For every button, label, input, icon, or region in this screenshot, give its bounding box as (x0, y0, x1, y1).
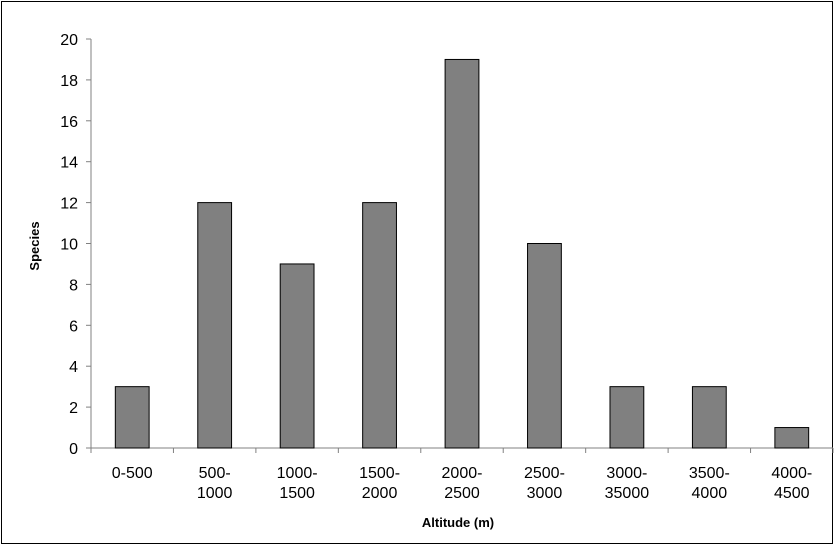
bar-8 (774, 427, 810, 449)
x-category-label: 2500- 3000 (524, 465, 565, 502)
x-category-label-line: 35000 (605, 485, 650, 502)
x-category-label-line: 1500 (279, 485, 315, 502)
x-category-label-line: 3000- (606, 465, 647, 482)
x-category-label: 1500- 2000 (359, 465, 400, 502)
bar-3 (362, 202, 397, 449)
bar-4 (444, 58, 480, 449)
y-tick-label: 20 (60, 32, 78, 49)
bar-6 (609, 386, 645, 449)
x-category-label-line: 4000- (771, 465, 812, 482)
bar-1 (197, 202, 233, 449)
y-tick-label: 8 (69, 277, 78, 294)
y-tick-label: 10 (60, 237, 78, 254)
x-category-label-line: 2500- (524, 465, 565, 482)
x-category-label-line: 1500- (359, 465, 400, 482)
bar-0 (114, 386, 150, 449)
y-tick-label: 12 (60, 196, 78, 213)
x-category-label: 3000- 35000 (605, 465, 650, 502)
x-category-label: 0-500 (112, 465, 153, 482)
x-category-label-line: 1000 (197, 485, 233, 502)
x-category-label-line: 3000 (527, 485, 563, 502)
y-tick-label: 16 (60, 114, 78, 131)
x-category-label: 3500- 4000 (689, 465, 730, 502)
x-category-label-line: 1000- (277, 465, 318, 482)
y-tick-label: 0 (69, 441, 78, 458)
x-category-label-line: 0-500 (112, 465, 153, 482)
x-category-label: 500- 1000 (197, 465, 233, 502)
x-category-label: 1000- 1500 (277, 465, 318, 502)
x-category-label-line: 2000- (442, 465, 483, 482)
x-axis-title: Altitude (m) (422, 515, 494, 530)
bars (114, 58, 810, 449)
x-category-label-line: 3500- (689, 465, 730, 482)
x-category-label-line: 4000 (692, 485, 728, 502)
y-tick-label: 14 (60, 155, 78, 172)
y-axis: 0 2 4 6 8 10 12 14 16 18 20 (60, 32, 92, 458)
x-axis: 0-500 500- 1000 1000- 1500 1500- 2000 2000- 2500… (90, 447, 834, 502)
x-category-label: 2000- 2500 (442, 465, 483, 502)
x-category-label-line: 500- (199, 465, 231, 482)
y-tick-label: 6 (69, 318, 78, 335)
y-axis-title: Species (27, 221, 42, 270)
bar-2 (279, 263, 315, 449)
x-category-label-line: 2000 (362, 485, 398, 502)
x-category-label-line: 2500 (444, 485, 480, 502)
bar-5 (527, 243, 562, 449)
bar-7 (691, 386, 727, 449)
y-tick-label: 4 (69, 359, 78, 376)
y-tick-label: 2 (69, 400, 78, 417)
x-category-label: 4000- 4500 (771, 465, 812, 502)
x-category-label-line: 4500 (774, 485, 810, 502)
y-tick-label: 18 (60, 73, 78, 90)
